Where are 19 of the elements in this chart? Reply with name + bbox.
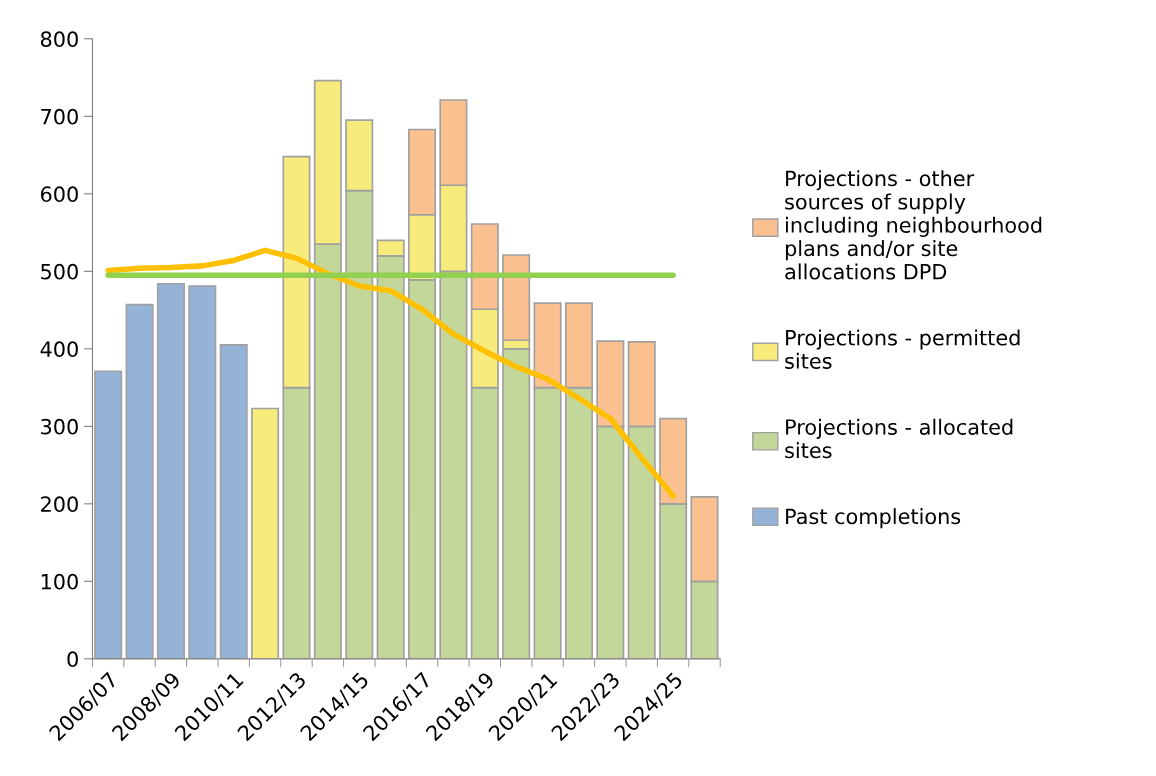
bar [188,285,217,659]
y-tick-label: 400 [40,341,78,358]
legend-label: Projections - permitted sites [785,329,1020,369]
y-tick-label: 300 [41,418,78,435]
bar [251,407,280,659]
y-tick-label: 500 [41,263,78,280]
bar [219,344,248,659]
bar [156,282,185,659]
bar [125,303,154,659]
y-tick-label: 100 [41,573,78,590]
y-tick-label: 200 [41,496,78,513]
legend-label: Past completions [786,508,961,529]
legend-label: Projections - allocated sites [785,418,1013,459]
y-tick-label: 600 [40,186,78,203]
y-tick-label: 0 [67,651,78,668]
bar [94,370,123,659]
y-tick-label: 700 [41,108,78,125]
legend-label: Projections - other sources of supply including neighbourhood plans and/or site allocations DPD [785,170,1042,280]
y-tick-label: 800 [40,31,78,48]
